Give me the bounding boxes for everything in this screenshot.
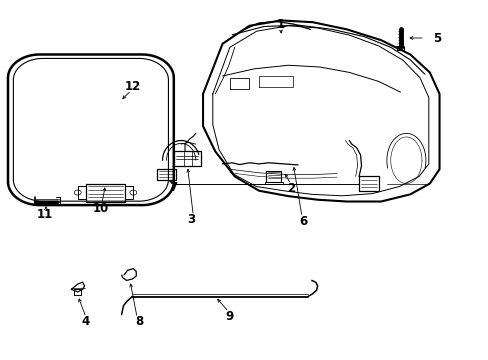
Text: 2: 2 (286, 183, 294, 195)
Text: 5: 5 (432, 32, 440, 45)
Text: 12: 12 (124, 80, 140, 93)
Text: 9: 9 (225, 310, 234, 323)
Text: 10: 10 (92, 202, 108, 215)
Text: 1: 1 (276, 18, 285, 31)
Text: 7: 7 (169, 181, 178, 194)
Text: 8: 8 (135, 315, 143, 328)
Text: 6: 6 (298, 215, 306, 228)
Text: 11: 11 (37, 208, 53, 221)
Text: 3: 3 (186, 213, 195, 226)
Text: 4: 4 (81, 315, 90, 328)
